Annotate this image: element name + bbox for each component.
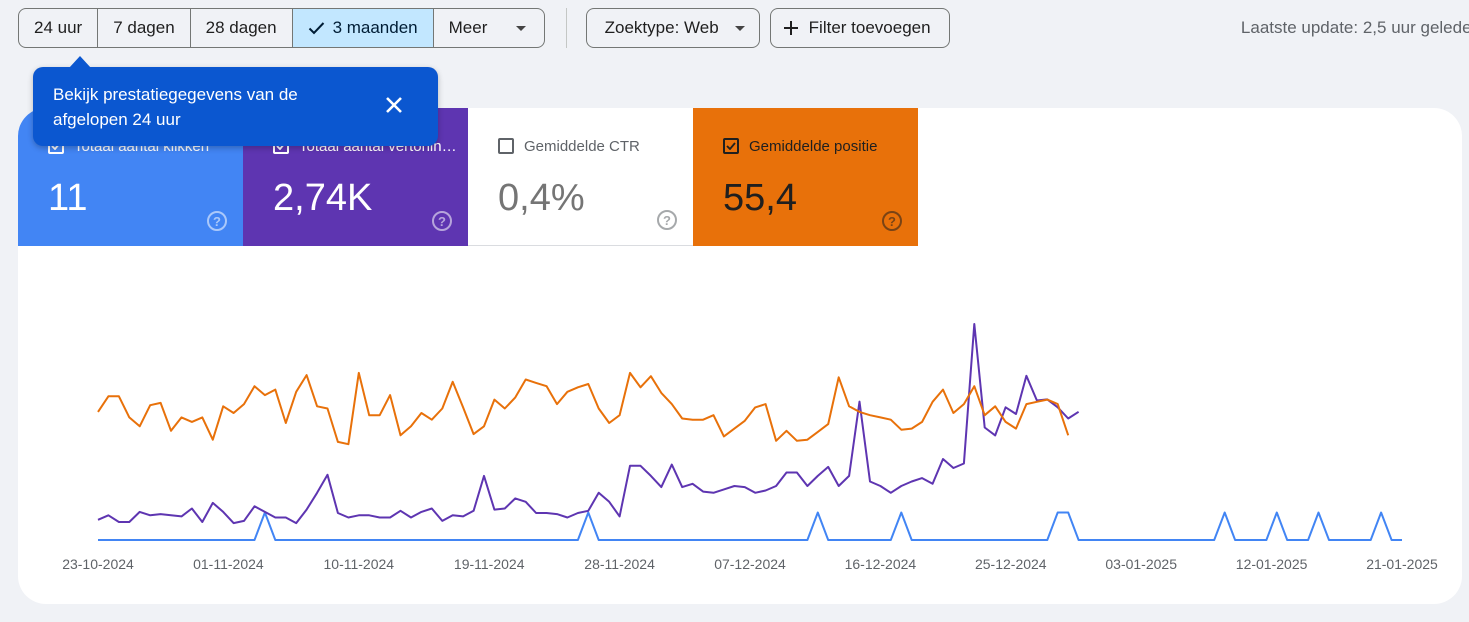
- x-tick-label: 10-11-2024: [324, 556, 395, 572]
- range-more-button[interactable]: Meer: [434, 9, 544, 47]
- range-3m-button[interactable]: 3 maanden: [292, 9, 434, 47]
- search-type-dropdown[interactable]: Zoektype: Web: [585, 8, 760, 48]
- metric-average-position[interactable]: Gemiddelde positie 55,4 ?: [693, 108, 918, 246]
- help-icon[interactable]: ?: [432, 211, 452, 231]
- range-28d-button[interactable]: 28 dagen: [191, 9, 293, 47]
- metric-value: 2,74K: [273, 177, 373, 219]
- metric-label: Gemiddelde CTR: [524, 137, 640, 155]
- x-tick-label: 25-12-2024: [975, 556, 1047, 572]
- x-tick-label: 07-12-2024: [714, 556, 786, 572]
- plus-icon: [783, 21, 798, 35]
- x-tick-label: 01-11-2024: [193, 556, 264, 572]
- range-24h-button[interactable]: 24 uur: [19, 9, 99, 47]
- x-tick-label: 23-10-2024: [62, 556, 134, 572]
- checkbox-unchecked-icon: [498, 138, 514, 154]
- tooltip-arrow: [69, 56, 91, 68]
- add-filter-label: Filter toevoegen: [808, 18, 931, 37]
- series-line-impressions: [97, 323, 1080, 525]
- close-icon[interactable]: [384, 95, 404, 122]
- search-type-label: Zoektype: Web: [604, 18, 719, 37]
- help-icon[interactable]: ?: [882, 211, 902, 231]
- add-filter-button[interactable]: Filter toevoegen: [769, 8, 950, 48]
- x-tick-label: 16-12-2024: [845, 556, 917, 572]
- info-tooltip: Bekijk prestatiegegevens van de afgelope…: [33, 56, 438, 146]
- help-icon[interactable]: ?: [657, 210, 677, 230]
- x-tick-label: 19-11-2024: [454, 556, 525, 572]
- x-tick-label: 21-01-2025: [1366, 556, 1438, 572]
- metric-value: 11: [48, 177, 88, 219]
- performance-card: Totaal aantal klikken 11 ? Totaal aantal…: [18, 108, 1462, 604]
- metric-label: Gemiddelde positie: [749, 137, 878, 155]
- chevron-down-icon: [515, 25, 526, 31]
- series-line-position: [97, 371, 1070, 446]
- last-update-text: Laatste update: 2,5 uur geleden: [1240, 18, 1469, 37]
- date-range-selector: 24 uur 7 dagen 28 dagen 3 maanden Meer: [18, 8, 545, 48]
- range-more-label: Meer: [448, 18, 488, 37]
- chevron-down-icon: [734, 25, 745, 31]
- range-7d-button[interactable]: 7 dagen: [98, 9, 191, 47]
- series-line-clicks: [98, 511, 1402, 541]
- help-icon[interactable]: ?: [207, 211, 227, 231]
- checkbox-checked-icon: [723, 138, 739, 154]
- toolbar-divider: [565, 8, 567, 48]
- metric-value: 55,4: [723, 177, 797, 219]
- x-tick-label: 12-01-2025: [1236, 556, 1308, 572]
- range-3m-label: 3 maanden: [332, 18, 418, 37]
- performance-line-chart[interactable]: 23-10-2024 01-11-2024 10-11-2024 19-11-2024…: [18, 246, 1462, 604]
- x-tick-label: 03-01-2025: [1105, 556, 1177, 572]
- toolbar: 24 uur 7 dagen 28 dagen 3 maanden Meer Z…: [18, 8, 1469, 48]
- tooltip-text: Bekijk prestatiegegevens van de afgelope…: [53, 85, 298, 129]
- metric-average-ctr[interactable]: Gemiddelde CTR 0,4% ?: [468, 108, 693, 246]
- x-tick-label: 28-11-2024: [584, 556, 655, 572]
- check-icon: [308, 21, 325, 35]
- metric-value: 0,4%: [498, 177, 585, 219]
